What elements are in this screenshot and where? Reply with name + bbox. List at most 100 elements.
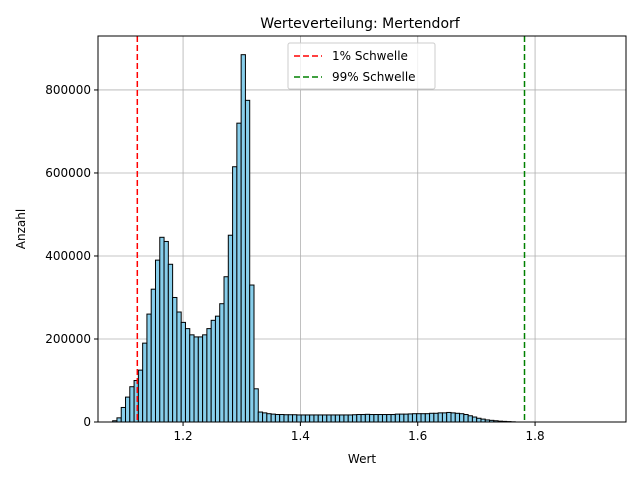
chart-title: Werteverteilung: Mertendorf xyxy=(260,16,460,32)
histogram-bar xyxy=(176,311,182,423)
y-tick-label: 800000 xyxy=(45,83,91,97)
histogram-bar xyxy=(369,414,375,423)
legend-entry: 99% Schwelle xyxy=(332,70,416,84)
histogram-bar xyxy=(343,414,349,423)
histogram-bar xyxy=(279,414,285,423)
histogram-bar xyxy=(262,412,268,423)
histogram-bar xyxy=(236,122,242,423)
histogram-bar xyxy=(300,414,306,423)
histogram-bar xyxy=(227,234,234,423)
plot-frame xyxy=(97,35,627,423)
histogram-bar xyxy=(317,414,324,423)
histogram-bar xyxy=(287,414,294,423)
y-axis-ticks: 0 200000 400000 600000 800000 xyxy=(45,83,98,429)
histogram-bar xyxy=(403,413,409,423)
histogram-bar xyxy=(373,414,379,423)
legend-entry: 1% Schwelle xyxy=(332,49,408,63)
histogram-bar xyxy=(364,413,371,423)
histogram-bar xyxy=(381,414,388,423)
y-tick-label: 0 xyxy=(83,415,91,429)
histogram-bar xyxy=(356,414,362,423)
histogram-bar xyxy=(283,414,289,423)
histogram-bar xyxy=(476,417,482,423)
histogram-bar xyxy=(274,414,281,423)
histogram-bar xyxy=(249,284,255,423)
histogram-bar xyxy=(223,276,229,423)
histogram-bar xyxy=(399,413,405,423)
grid-lines xyxy=(98,36,626,423)
histogram-bar xyxy=(420,413,426,423)
histogram-bar xyxy=(433,412,439,423)
histogram-bar xyxy=(390,414,396,423)
y-tick-label: 600000 xyxy=(45,166,91,180)
histogram-bar xyxy=(202,334,208,423)
histogram-bar xyxy=(193,336,199,423)
histogram-bar xyxy=(172,296,178,423)
histogram-bar xyxy=(167,263,174,423)
histogram-bar xyxy=(296,414,302,423)
histogram-bar xyxy=(437,412,443,423)
histogram-bar xyxy=(292,414,298,423)
histogram-bar xyxy=(219,303,225,423)
histogram-bar xyxy=(214,315,221,423)
histogram-bar xyxy=(142,342,148,423)
histogram-bar xyxy=(125,396,131,423)
histogram-bar xyxy=(244,99,251,423)
histogram-bar xyxy=(471,416,478,423)
histogram-bar xyxy=(210,319,216,423)
x-tick-label: 1.2 xyxy=(174,429,193,443)
histogram-bar xyxy=(120,406,127,423)
histogram-bar xyxy=(360,414,366,423)
histogram-bar xyxy=(197,336,204,423)
x-tick-label: 1.4 xyxy=(291,429,310,443)
histogram-bar xyxy=(446,411,452,423)
histogram-bar xyxy=(407,413,413,423)
histogram-bar xyxy=(189,334,195,423)
histogram-bar xyxy=(424,413,431,423)
histogram-bar xyxy=(116,417,122,423)
legend: 1% Schwelle 99% Schwelle xyxy=(287,42,436,90)
histogram-bar xyxy=(253,388,259,423)
histogram-bar xyxy=(184,328,191,423)
x-axis-label: Wert xyxy=(348,452,376,466)
histogram-bar xyxy=(322,414,328,423)
histogram-bar xyxy=(330,414,336,423)
histogram-bar xyxy=(450,412,456,423)
histogram-bar xyxy=(240,54,246,423)
histogram-bar xyxy=(429,412,435,423)
histogram-bar xyxy=(180,321,186,423)
histogram-bar xyxy=(459,413,465,423)
histogram-bar xyxy=(154,259,161,423)
histogram-bar xyxy=(339,414,345,423)
histogram-bar xyxy=(137,369,144,423)
histogram-bar xyxy=(159,236,165,423)
x-tick-label: 1.8 xyxy=(526,429,545,443)
histogram-bar xyxy=(377,414,383,423)
x-tick-label: 1.6 xyxy=(408,429,427,443)
histogram-bar xyxy=(150,288,156,423)
histogram-bar xyxy=(309,414,315,423)
y-tick-label: 200000 xyxy=(45,332,91,346)
histogram-bar xyxy=(463,414,469,423)
histogram-bar xyxy=(386,414,392,423)
histogram-bar xyxy=(266,413,272,423)
histogram-bar xyxy=(257,411,264,423)
y-axis-label: Anzahl xyxy=(14,209,28,249)
histogram-bar xyxy=(394,413,401,423)
histogram-bar xyxy=(411,413,418,423)
x-axis-ticks: 1.2 1.4 1.6 1.8 xyxy=(174,422,545,443)
histogram-bar xyxy=(351,414,358,423)
histogram-bar xyxy=(326,414,332,423)
histogram-bar xyxy=(467,415,473,423)
legend-box xyxy=(287,42,436,90)
histogram-bar xyxy=(129,386,135,423)
histogram-bar xyxy=(313,414,319,423)
y-tick-label: 400000 xyxy=(45,249,91,263)
histogram-bar xyxy=(163,240,169,423)
histogram-bar xyxy=(270,413,276,423)
histogram-bar xyxy=(334,414,341,423)
histogram-bar xyxy=(347,414,353,423)
histogram-bar xyxy=(416,413,422,423)
histogram-bar xyxy=(304,414,311,423)
